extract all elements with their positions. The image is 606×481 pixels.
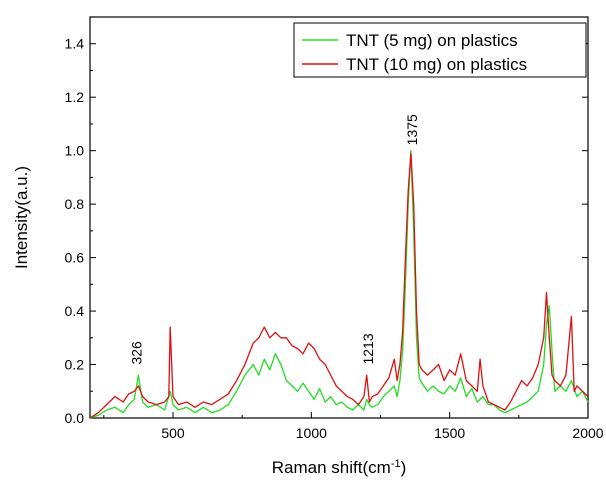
y-tick-label: 0.2 xyxy=(65,357,85,373)
y-tick-label: 0.8 xyxy=(65,196,85,212)
peak-annotation: 1213 xyxy=(360,333,376,364)
legend-entry-10mg: TNT (10 mg) on plastics xyxy=(346,55,527,74)
x-axis-title-sup: -1 xyxy=(391,458,401,470)
x-axis: 500 1000 1500 2000 xyxy=(103,412,604,441)
x-tick-label: 1000 xyxy=(296,425,327,441)
annotations: 326 1213 1375 xyxy=(129,114,421,365)
peak-annotation: 1375 xyxy=(404,114,420,145)
legend-box xyxy=(293,22,587,78)
x-tick-label: 500 xyxy=(161,425,185,441)
y-tick-label: 0.0 xyxy=(65,410,85,426)
y-axis: 0.0 0.2 0.4 0.6 0.8 1.0 1.2 1.4 xyxy=(65,16,588,426)
y-tick-label: 1.4 xyxy=(65,36,85,52)
y-tick-label: 0.4 xyxy=(65,303,85,319)
legend-entry-5mg: TNT (5 mg) on plastics xyxy=(346,31,518,50)
x-axis-title: Raman shift(cm-1) xyxy=(272,458,406,477)
x-axis-title-main: Raman shift(cm xyxy=(272,458,391,477)
series-line-1 xyxy=(89,152,589,419)
y-axis-title: Intensity(a.u.) xyxy=(12,166,31,269)
peak-annotation: 326 xyxy=(129,341,145,365)
y-tick-label: 1.2 xyxy=(65,89,85,105)
legend: TNT (5 mg) on plastics TNT (10 mg) on pl… xyxy=(293,22,587,78)
y-tick-label: 0.6 xyxy=(65,250,85,266)
x-tick-label: 1500 xyxy=(434,425,465,441)
plot-frame xyxy=(89,16,589,419)
x-axis-title-end: ) xyxy=(401,458,407,477)
x-tick-label: 2000 xyxy=(572,425,603,441)
series-line-0 xyxy=(89,150,589,419)
series-layer xyxy=(89,150,589,419)
y-tick-label: 1.0 xyxy=(65,143,85,159)
